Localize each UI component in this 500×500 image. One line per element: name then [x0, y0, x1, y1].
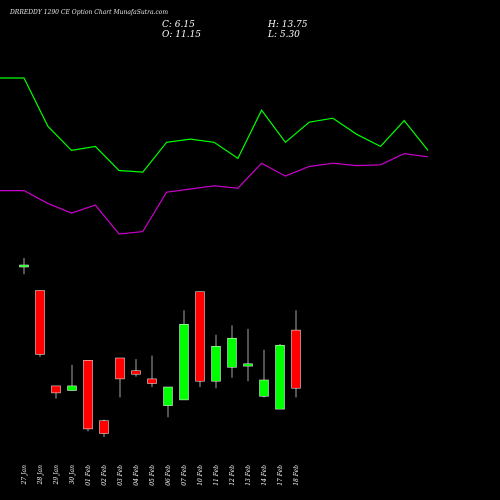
x-tick-label: 11 Feb	[213, 465, 220, 486]
x-tick-label: 18 Feb	[293, 465, 300, 486]
low-value: L: 5.30	[268, 30, 300, 40]
candlesticks	[19, 258, 301, 437]
candle-body	[179, 324, 189, 401]
x-tick-label: 01 Feb	[85, 465, 92, 486]
x-tick-label: 30 Jan	[69, 465, 76, 485]
indicator-lines	[0, 77, 429, 235]
x-tick-label: 05 Feb	[149, 465, 156, 486]
candle-body	[19, 264, 29, 268]
x-tick-label: 02 Feb	[101, 465, 108, 486]
indicator-line-2	[0, 152, 429, 235]
x-tick-label: 27 Jan	[21, 465, 28, 486]
candle-body	[99, 420, 109, 434]
candle-body	[211, 346, 221, 382]
x-tick-label: 17 Feb	[277, 465, 284, 486]
candle-body	[115, 357, 125, 380]
candle-body	[35, 290, 45, 355]
x-tick-label: 07 Feb	[181, 465, 188, 486]
x-tick-label: 06 Feb	[165, 465, 172, 486]
x-tick-label: 03 Feb	[117, 465, 124, 486]
candle-body	[147, 378, 157, 384]
indicator-line-1	[0, 77, 429, 173]
candle-body	[275, 344, 285, 410]
x-tick-label: 10 Feb	[197, 465, 204, 486]
candle-body	[67, 385, 77, 391]
x-tick-label: 13 Feb	[245, 465, 252, 486]
x-tick-label: 14 Feb	[261, 465, 268, 486]
candle-body	[227, 337, 237, 368]
candle-body	[83, 360, 93, 430]
candle-body	[291, 329, 301, 389]
x-axis-labels: 27 Jan 28 Jan 29 Jan 30 Jan 01 Feb 02 Feb 03 F…	[21, 465, 300, 486]
chart-title: DRREDDY 1290 CE Option Chart MunafaSutra…	[10, 9, 169, 16]
candle-body	[195, 291, 205, 382]
x-tick-label: 29 Jan	[53, 465, 60, 486]
x-tick-label: 04 Feb	[133, 465, 140, 486]
candle-body	[259, 379, 269, 397]
open-value: O: 11.15	[162, 30, 202, 40]
candle-body	[51, 385, 61, 394]
x-tick-label: 12 Feb	[229, 465, 236, 486]
candle-body	[243, 363, 253, 367]
high-value: H: 13.75	[268, 20, 308, 30]
candle-body	[163, 386, 173, 406]
candle-body	[131, 370, 141, 375]
close-value: C: 6.15	[162, 20, 195, 30]
x-tick-label: 28 Jan	[37, 465, 44, 486]
